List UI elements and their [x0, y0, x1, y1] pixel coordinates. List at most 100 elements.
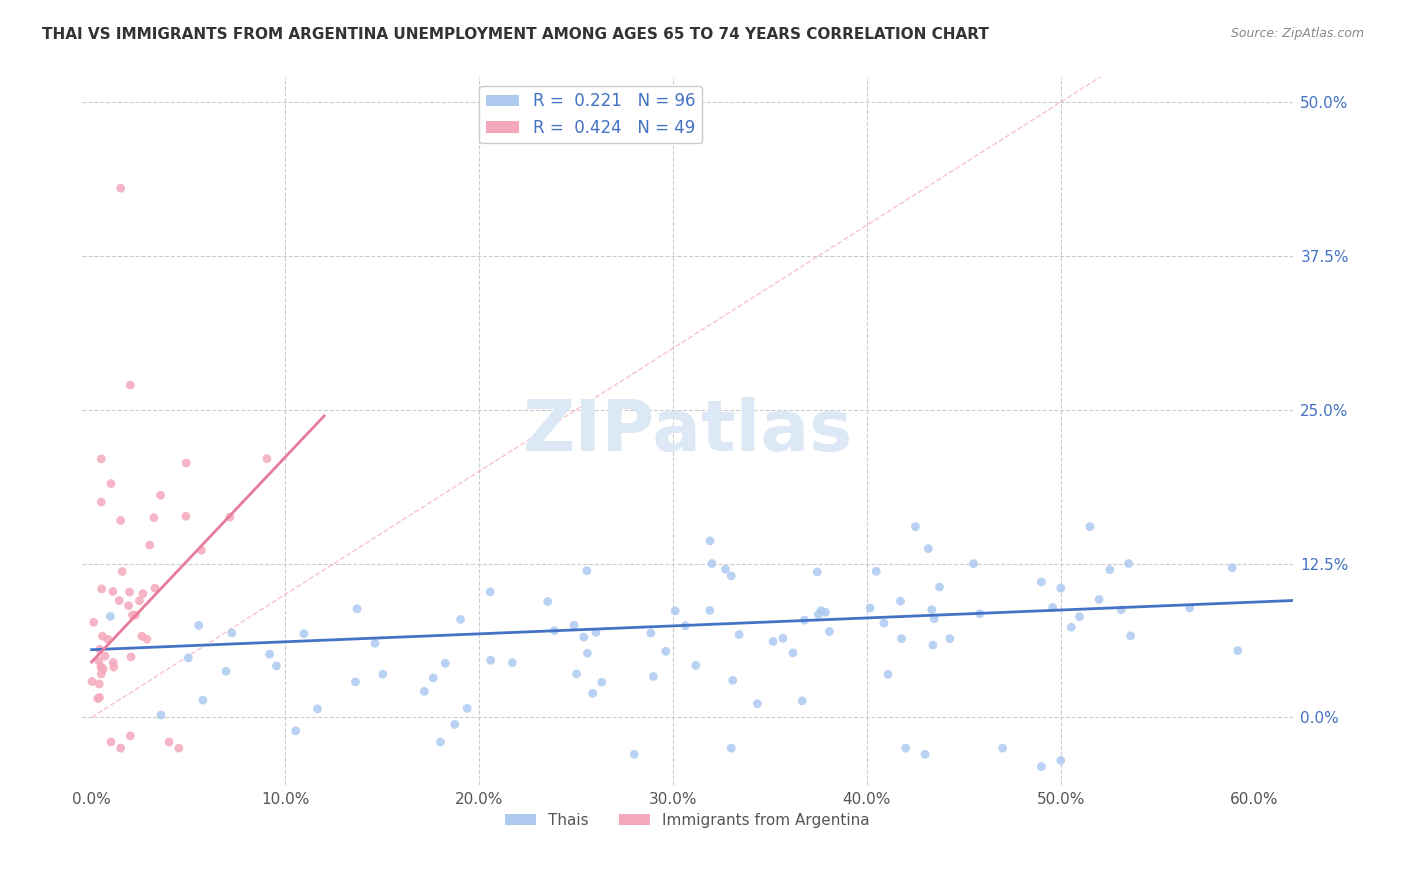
Immigrants from Argentina [90, 660, 112, 674]
Immigrants from Argentina [89, 642, 111, 657]
Immigrants from Argentina [149, 488, 172, 502]
Thais [585, 625, 607, 640]
Thais [259, 647, 281, 661]
Thais [877, 667, 900, 681]
Immigrants from Argentina [157, 735, 180, 749]
Immigrants from Argentina [110, 181, 132, 195]
Thais [818, 624, 841, 639]
Text: THAI VS IMMIGRANTS FROM ARGENTINA UNEMPLOYMENT AMONG AGES 65 TO 74 YEARS CORRELA: THAI VS IMMIGRANTS FROM ARGENTINA UNEMPL… [42, 27, 988, 42]
Thais [450, 612, 472, 626]
Thais [434, 657, 457, 671]
Immigrants from Argentina [124, 608, 146, 623]
Thais [700, 557, 723, 571]
Thais [889, 594, 911, 608]
Immigrants from Argentina [103, 656, 125, 670]
Thais [364, 636, 387, 650]
Thais [543, 624, 565, 638]
Thais [793, 613, 815, 627]
Immigrants from Argentina [110, 741, 132, 756]
Immigrants from Argentina [90, 661, 112, 675]
Immigrants from Argentina [143, 581, 166, 595]
Immigrants from Argentina [117, 599, 139, 613]
Thais [814, 606, 837, 620]
Thais [98, 609, 121, 624]
Immigrants from Argentina [174, 509, 197, 524]
Immigrants from Argentina [120, 649, 142, 664]
Thais [1078, 519, 1101, 533]
Immigrants from Argentina [97, 632, 120, 647]
Thais [772, 632, 794, 646]
Thais [177, 651, 200, 665]
Thais [894, 741, 917, 756]
Immigrants from Argentina [128, 594, 150, 608]
Thais [413, 684, 436, 698]
Thais [284, 723, 307, 738]
Immigrants from Argentina [118, 585, 141, 599]
Immigrants from Argentina [135, 632, 157, 647]
Thais [762, 634, 785, 648]
Thais [673, 618, 696, 632]
Immigrants from Argentina [87, 654, 110, 668]
Thais [1098, 563, 1121, 577]
Immigrants from Argentina [111, 565, 134, 579]
Text: ZIPatlas: ZIPatlas [523, 397, 852, 466]
Thais [1119, 629, 1142, 643]
Thais [699, 533, 721, 548]
Immigrants from Argentina [121, 608, 143, 623]
Immigrants from Argentina [90, 452, 112, 467]
Thais [1049, 581, 1071, 595]
Thais [962, 557, 984, 571]
Thais [1042, 600, 1064, 615]
Thais [728, 627, 751, 641]
Thais [917, 541, 939, 556]
Thais [720, 569, 742, 583]
Thais [479, 585, 502, 599]
Thais [890, 632, 912, 646]
Thais [501, 656, 523, 670]
Immigrants from Argentina [132, 587, 155, 601]
Immigrants from Argentina [219, 510, 242, 524]
Thais [685, 658, 707, 673]
Thais [792, 694, 814, 708]
Immigrants from Argentina [110, 514, 132, 528]
Thais [215, 665, 238, 679]
Thais [714, 562, 737, 576]
Immigrants from Argentina [131, 629, 153, 643]
Immigrants from Argentina [83, 615, 105, 630]
Immigrants from Argentina [167, 741, 190, 756]
Thais [1031, 759, 1053, 773]
Thais [721, 673, 744, 688]
Thais [643, 669, 665, 683]
Immigrants from Argentina [108, 593, 131, 607]
Thais [1220, 561, 1243, 575]
Thais [292, 626, 315, 640]
Thais [591, 675, 613, 690]
Immigrants from Argentina [91, 629, 114, 643]
Immigrants from Argentina [103, 660, 125, 674]
Thais [1178, 601, 1201, 615]
Thais [1049, 754, 1071, 768]
Thais [747, 697, 769, 711]
Thais [344, 674, 367, 689]
Thais [1088, 592, 1111, 607]
Thais [1226, 643, 1249, 657]
Thais [807, 607, 830, 622]
Immigrants from Argentina [90, 582, 112, 596]
Thais [565, 667, 588, 681]
Thais [922, 612, 945, 626]
Immigrants from Argentina [190, 543, 212, 558]
Text: Source: ZipAtlas.com: Source: ZipAtlas.com [1230, 27, 1364, 40]
Immigrants from Argentina [101, 584, 124, 599]
Thais [928, 580, 950, 594]
Thais [914, 747, 936, 762]
Immigrants from Argentina [120, 729, 142, 743]
Thais [443, 717, 465, 731]
Thais [191, 693, 214, 707]
Thais [806, 565, 828, 579]
Immigrants from Argentina [139, 538, 162, 552]
Immigrants from Argentina [100, 476, 122, 491]
Thais [664, 604, 686, 618]
Thais [575, 564, 598, 578]
Thais [307, 702, 329, 716]
Thais [865, 564, 887, 578]
